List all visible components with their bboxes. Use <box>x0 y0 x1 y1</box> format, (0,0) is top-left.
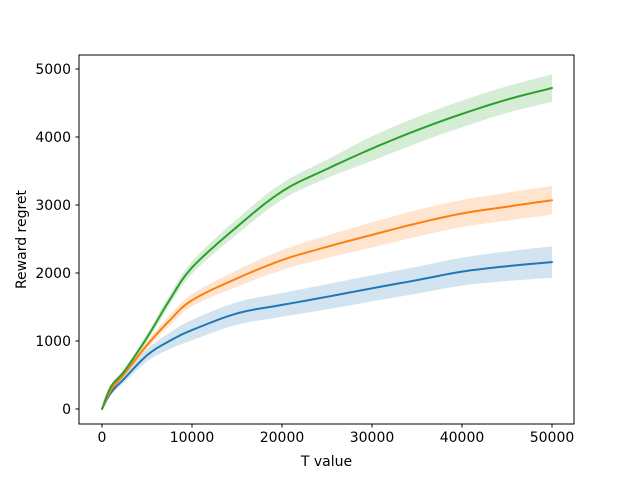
x-tick-label: 30000 <box>350 430 395 446</box>
x-tick-label: 20000 <box>260 430 305 446</box>
blue-curve-line <box>101 261 553 410</box>
y-tick-label: 5000 <box>35 62 71 78</box>
y-tick-label: 1000 <box>35 334 71 350</box>
blue-curve-confidence-band <box>102 246 552 409</box>
plot-content: 0 10000 20000 30000 40000 50000 0 1000 2000 3000 4… <box>35 62 574 446</box>
x-axis-label: T value <box>300 454 352 470</box>
x-tick-label: 10000 <box>170 430 215 446</box>
plot-area <box>78 54 575 425</box>
orange-curve-confidence-band <box>102 185 552 409</box>
y-tick-label: 4000 <box>35 130 71 146</box>
green-curve-confidence-band <box>102 74 552 410</box>
y-tick-label: 0 <box>62 402 71 418</box>
x-tick-label: 0 <box>98 430 107 446</box>
x-tick-label: 40000 <box>440 430 485 446</box>
green-curve-line <box>101 87 553 410</box>
y-tick-label: 3000 <box>35 198 71 214</box>
y-tick-label: 2000 <box>35 266 71 282</box>
y-axis-label: Reward regret <box>14 189 30 289</box>
x-tick-label: 50000 <box>530 430 575 446</box>
orange-curve-line <box>101 199 553 410</box>
